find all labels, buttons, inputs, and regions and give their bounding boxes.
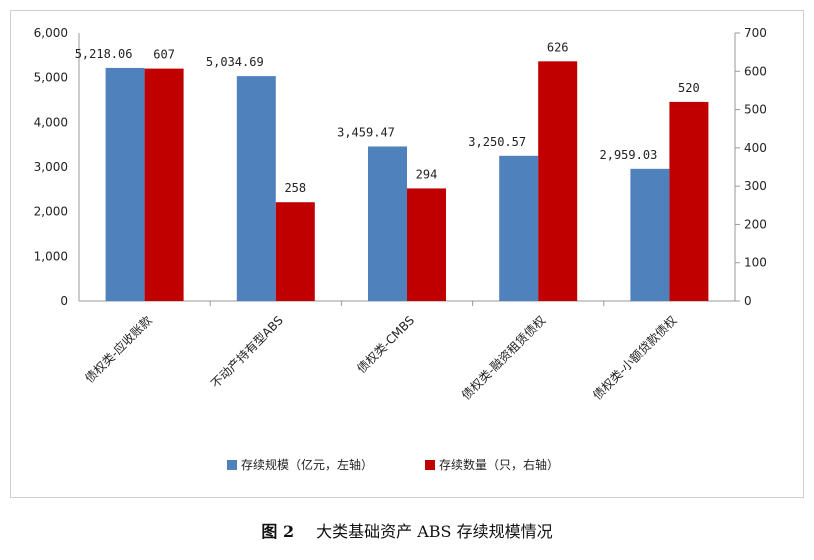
figure-number: 图 2 xyxy=(261,522,295,541)
legend-label: 存续规模（亿元，左轴） xyxy=(241,457,373,472)
legend: 存续规模（亿元，左轴） 存续数量（只，右轴） xyxy=(227,457,559,472)
figure-caption: 图 2 大类基础资产 ABS 存续规模情况 xyxy=(0,518,814,542)
left-tick-label: 6,000 xyxy=(34,26,68,40)
left-tick-label: 4,000 xyxy=(34,115,68,129)
data-label: 607 xyxy=(153,48,175,62)
data-label: 3,250.57 xyxy=(468,135,526,149)
right-tick-label: 200 xyxy=(744,217,767,231)
right-tick-label: 400 xyxy=(744,141,767,155)
category-label: 债权类-CMBS xyxy=(354,313,417,376)
data-label: 294 xyxy=(416,167,438,181)
right-tick-label: 500 xyxy=(744,103,767,117)
right-tick-label: 100 xyxy=(744,256,767,270)
left-tick-label: 3,000 xyxy=(34,160,68,174)
right-tick-label: 700 xyxy=(744,26,767,40)
right-tick-label: 600 xyxy=(744,64,767,78)
category-label: 不动产持有型ABS xyxy=(208,313,286,391)
data-label: 520 xyxy=(678,81,700,95)
category-labels: 债权类-应收账款 不动产持有型ABS 债权类-CMBS 债权类-融资租赁债权 债权类-小… xyxy=(82,301,680,403)
bar-count xyxy=(669,101,709,302)
bar-scale xyxy=(630,168,670,301)
bar-count xyxy=(407,188,446,301)
left-tick-label: 2,000 xyxy=(34,205,68,219)
figure-title: 大类基础资产 ABS 存续规模情况 xyxy=(316,522,553,541)
data-label: 626 xyxy=(547,40,569,54)
category-label: 债权类-小额贷款债权 xyxy=(590,313,679,402)
data-labels: 5,218.06 607 5,034.69 258 3,459.47 294 3,250.5… xyxy=(75,40,700,195)
legend-swatch xyxy=(227,460,237,470)
left-axis-ticks: 0 1,000 2,000 3,000 4,000 5,000 6,000 xyxy=(34,26,68,308)
bar-chart: 0 1,000 2,000 3,000 4,000 5,000 6,000 0 100 200 3… xyxy=(34,26,767,472)
bar-count xyxy=(275,202,315,301)
bar-count xyxy=(144,68,184,301)
right-tick-label: 300 xyxy=(744,179,767,193)
bar-scale xyxy=(368,146,407,301)
bar-scale xyxy=(236,76,276,301)
bars xyxy=(105,61,709,302)
left-tick-label: 0 xyxy=(60,294,68,308)
legend-label: 存续数量（只，右轴） xyxy=(439,457,559,472)
right-axis-ticks: 0 100 200 300 400 500 600 700 xyxy=(735,26,767,308)
data-label: 3,459.47 xyxy=(337,125,395,139)
data-label: 5,218.06 xyxy=(75,47,133,61)
bar-scale xyxy=(105,67,145,301)
legend-swatch xyxy=(425,460,435,470)
data-label: 5,034.69 xyxy=(206,55,264,69)
bar-scale xyxy=(499,155,539,301)
right-tick-label: 0 xyxy=(744,294,752,308)
data-label: 258 xyxy=(284,181,306,195)
left-tick-label: 1,000 xyxy=(34,249,68,263)
data-label: 2,959.03 xyxy=(600,148,658,162)
left-tick-label: 5,000 xyxy=(34,71,68,85)
category-label: 债权类-应收账款 xyxy=(82,313,155,386)
category-label: 债权类-融资租赁债权 xyxy=(459,313,548,402)
bar-count xyxy=(538,61,578,302)
